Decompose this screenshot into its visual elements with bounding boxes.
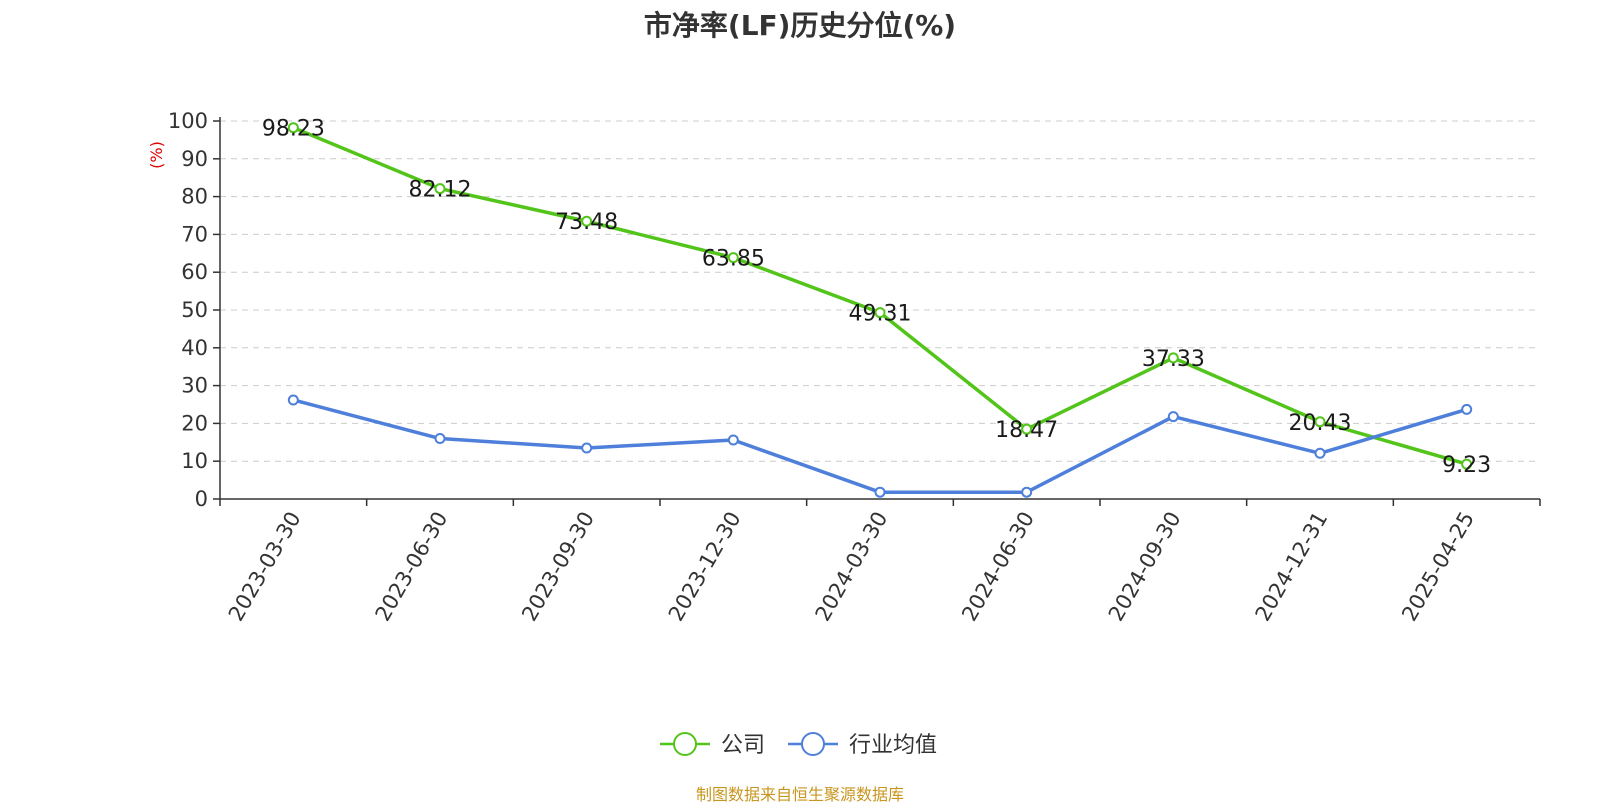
data-point-0 [1021, 423, 1033, 435]
data-point-1 [287, 394, 299, 406]
data-label: 73.48 [555, 210, 618, 235]
y-tick-label: 0 [195, 487, 208, 511]
series-layer [287, 122, 1473, 498]
data-label: 98.23 [262, 117, 325, 142]
y-tick-label: 80 [181, 185, 208, 209]
data-point-0 [1461, 458, 1473, 470]
y-tick-label: 20 [181, 411, 208, 435]
data-label: 20.43 [1289, 411, 1352, 436]
y-tick-label: 100 [168, 109, 208, 133]
label-layer: 98.23 82.12 73.48 63.85 49.31 18.47 37.33 20.43… [262, 117, 1491, 478]
x-tick-label: 2024-12-31 [1251, 508, 1333, 626]
x-tick-label: 2025-04-25 [1397, 508, 1479, 626]
data-point-0 [1314, 416, 1326, 428]
x-tick-label: 2024-09-30 [1104, 508, 1186, 626]
x-tick-label: 2023-12-30 [664, 508, 746, 626]
data-label: 37.33 [1142, 347, 1205, 372]
legend: 公司 行业均值 [660, 732, 937, 758]
chart-title: 市净率(LF)历史分位(%) [643, 9, 957, 42]
data-point-1 [434, 433, 446, 445]
x-tick-label: 2024-03-30 [811, 508, 893, 626]
grid-layer [220, 120, 1540, 462]
data-point-1 [1167, 411, 1179, 423]
data-point-0 [874, 307, 886, 319]
x-tick-label: 2023-03-30 [224, 508, 306, 626]
legend-marker-1 [801, 732, 825, 756]
data-label: 9.23 [1442, 453, 1491, 478]
legend-label-1: 行业均值 [849, 733, 937, 758]
data-point-0 [727, 252, 739, 264]
x-tick-label: 2023-06-30 [371, 508, 453, 626]
data-point-1 [727, 434, 739, 446]
data-label: 82.12 [409, 178, 472, 203]
y-tick-label: 60 [181, 260, 208, 284]
data-label: 63.85 [702, 247, 765, 272]
legend-label-0: 公司 [721, 733, 765, 758]
y-tick-label: 70 [181, 222, 208, 246]
data-point-0 [287, 122, 299, 134]
data-point-0 [581, 215, 593, 227]
data-point-1 [1314, 447, 1326, 459]
y-tick-label: 50 [181, 298, 208, 322]
axis-layer: 0 10 20 30 40 50 60 70 80 90 100(%) 2023-03-30 2023-… [147, 109, 1541, 626]
data-point-1 [1461, 403, 1473, 415]
data-point-0 [1167, 352, 1179, 364]
y-tick-label: 10 [181, 449, 208, 473]
data-point-0 [434, 183, 446, 195]
data-label: 49.31 [849, 302, 912, 327]
y-tick-label: 40 [181, 336, 208, 360]
data-point-1 [581, 442, 593, 454]
y-tick-label: 30 [181, 374, 208, 398]
legend-marker-0 [673, 732, 697, 756]
data-point-1 [874, 486, 886, 498]
y-tick-label: 90 [181, 147, 208, 171]
x-tick-label: 2023-09-30 [517, 508, 599, 626]
x-tick-label: 2024-06-30 [957, 508, 1039, 626]
data-label: 18.47 [995, 418, 1058, 443]
y-axis-unit-label: (%) [147, 141, 166, 169]
source-note: 制图数据来自恒生聚源数据库 [695, 785, 904, 804]
data-point-1 [1021, 486, 1033, 498]
